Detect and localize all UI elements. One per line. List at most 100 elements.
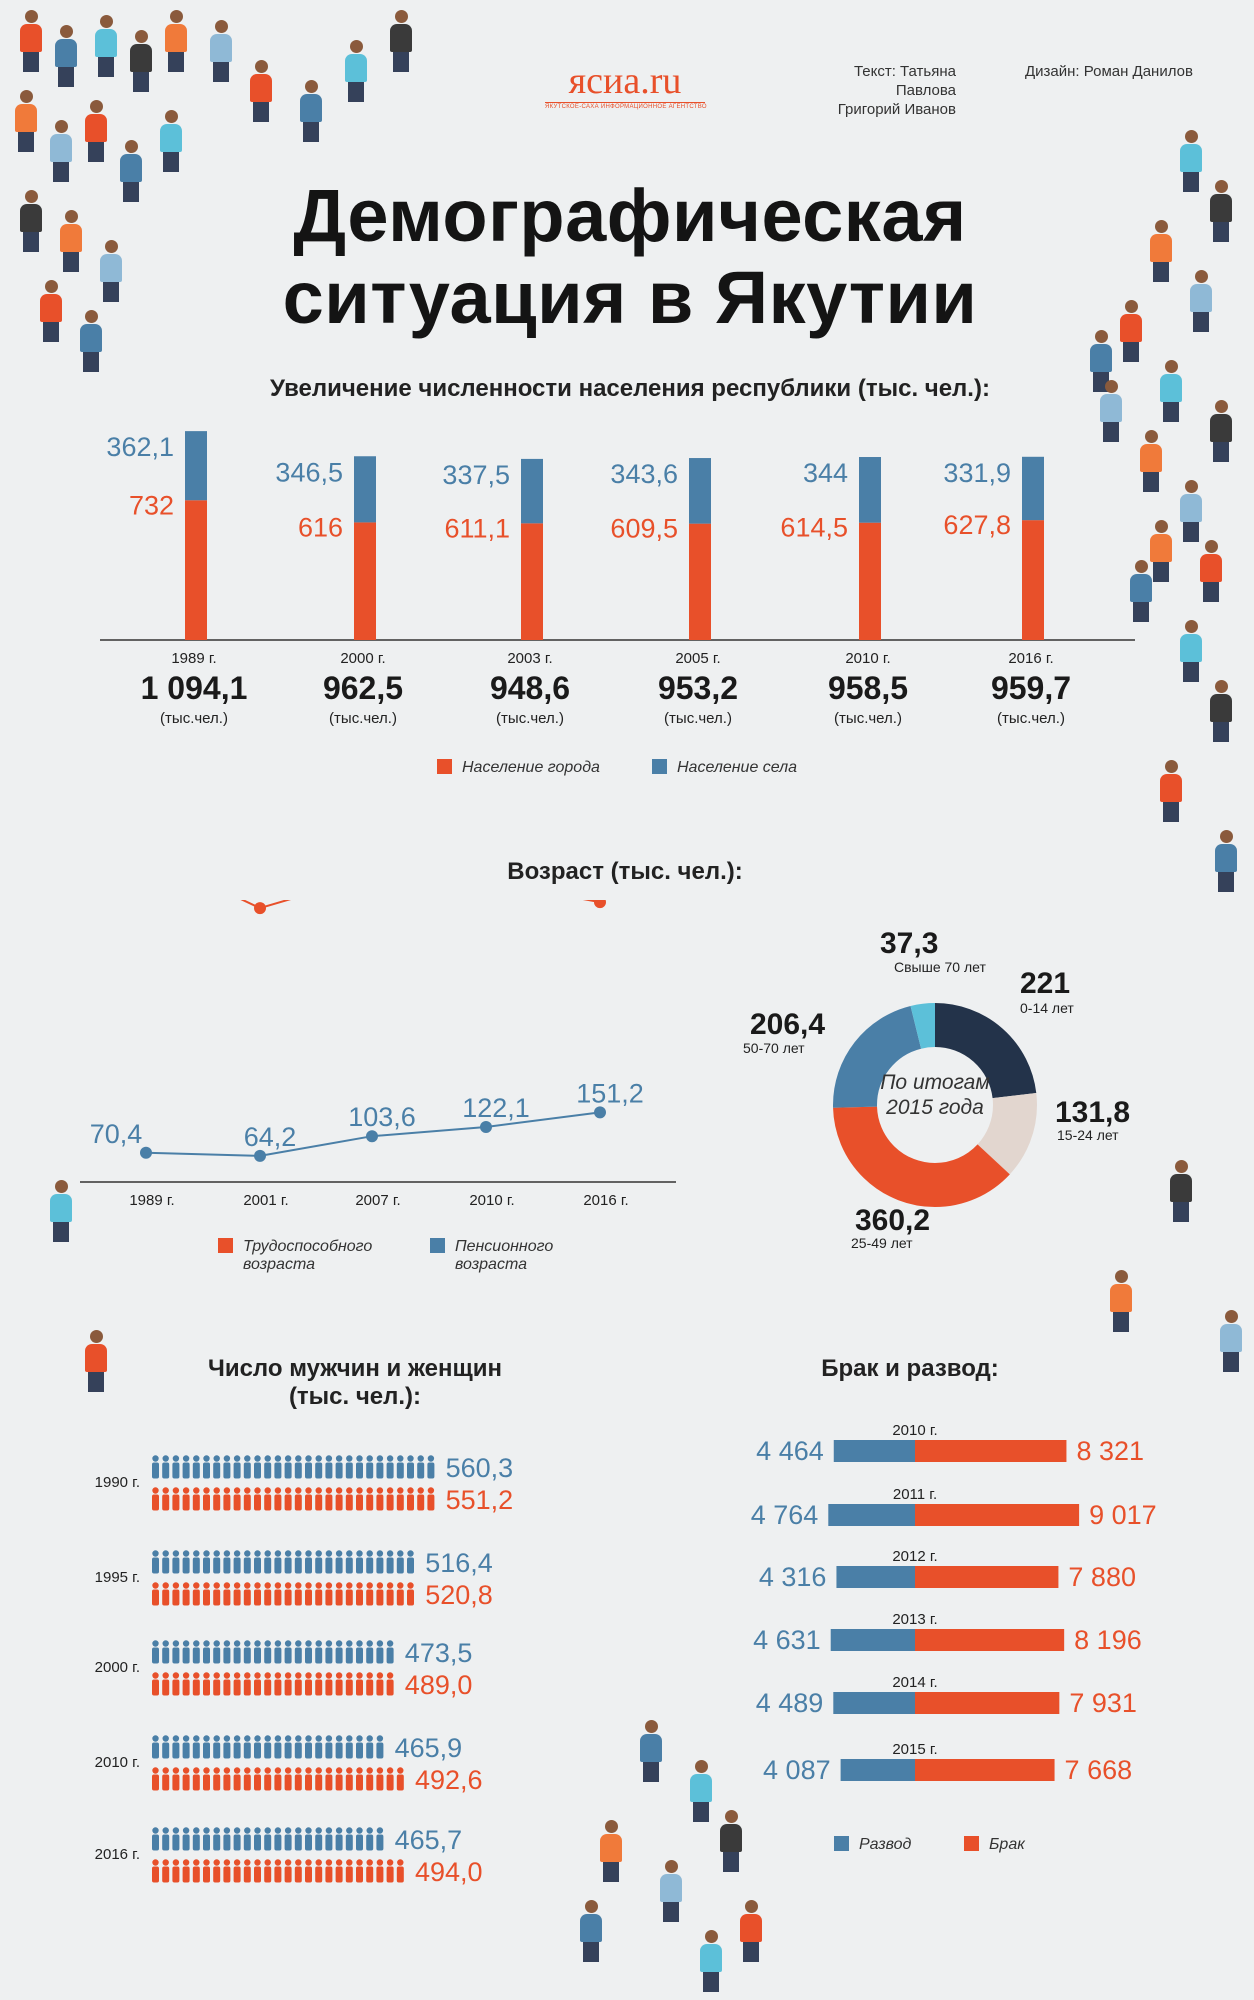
- person-4-0-16-body: [315, 1834, 323, 1851]
- person-0-0-2-head: [172, 1455, 180, 1462]
- crowd-person-legs: [123, 182, 139, 202]
- person-0-1-27-head: [427, 1487, 435, 1494]
- person-1-1-0-body: [152, 1589, 159, 1606]
- legend-marriage-label: Брак: [989, 1836, 1025, 1853]
- person-0-0-8-head: [233, 1455, 241, 1462]
- crowd-person: [1100, 380, 1122, 442]
- person-4-0-18-body: [335, 1834, 343, 1851]
- crowd-person-head: [605, 1820, 618, 1833]
- bar-city-0: [185, 500, 207, 640]
- person-3-1-0-head: [152, 1767, 159, 1774]
- crowd-person: [1180, 620, 1202, 682]
- person-1-1-17-body: [325, 1589, 333, 1606]
- person-4-0-13-head: [284, 1827, 292, 1834]
- crowd-person-legs: [663, 1902, 679, 1922]
- person-3-0-3-head: [182, 1735, 190, 1742]
- age-point-1-1: [254, 1149, 266, 1162]
- legend-pension: Пенсионного возраста: [430, 1238, 575, 1274]
- person-2-0-10-body: [254, 1647, 261, 1664]
- crowd-person-legs: [83, 352, 99, 372]
- person-0-0-23-body: [386, 1462, 394, 1479]
- crowd-person: [100, 240, 122, 302]
- person-0-1-1-body: [162, 1494, 170, 1511]
- person-3-1-9-body: [243, 1774, 251, 1791]
- crowd-person: [660, 1860, 682, 1922]
- person-4-0-17-head: [325, 1827, 333, 1834]
- crowd-person-body: [1120, 314, 1142, 342]
- person-4-1-3-body: [182, 1866, 190, 1883]
- crowd-person: [130, 30, 152, 92]
- person-3-1-23-body: [386, 1774, 394, 1791]
- person-3-0-6-body: [213, 1742, 221, 1759]
- person-0-0-10-body: [254, 1462, 261, 1479]
- person-4-1-23-head: [386, 1859, 394, 1866]
- person-3-0-1-body: [162, 1742, 170, 1759]
- person-0-1-2-head: [172, 1487, 180, 1494]
- population-total-4: 958,5: [828, 670, 908, 706]
- person-0-0-6-head: [213, 1455, 220, 1462]
- divorce-bar-1: [828, 1504, 915, 1526]
- marriage-value-3: 8 196: [1074, 1625, 1142, 1655]
- population-year-2: 2003 г.: [507, 650, 552, 667]
- person-2-0-21-body: [366, 1647, 374, 1664]
- crowd-person-legs: [213, 62, 229, 82]
- person-4-1-18-head: [335, 1859, 343, 1866]
- person-3-1-3-head: [182, 1767, 190, 1774]
- person-3-1-22-head: [376, 1767, 384, 1774]
- person-2-1-9-head: [244, 1672, 251, 1679]
- person-0-1-23-head: [386, 1487, 394, 1494]
- person-1-0-4-head: [193, 1550, 200, 1557]
- person-3-1-8-body: [233, 1774, 241, 1791]
- person-1-1-2-body: [172, 1589, 180, 1606]
- person-2-0-4-body: [192, 1647, 200, 1664]
- person-2-1-22-head: [376, 1672, 384, 1679]
- legend-working: Трудоспособного возраста: [218, 1238, 383, 1274]
- crowd-person-legs: [1203, 582, 1219, 602]
- crowd-person-head: [1105, 380, 1118, 393]
- person-0-1-15-body: [305, 1494, 312, 1511]
- crowd-person-head: [1215, 680, 1228, 693]
- person-4-0-10-head: [254, 1827, 261, 1834]
- legend-pension-label: Пенсионного возраста: [455, 1238, 554, 1273]
- crowd-person-body: [1130, 574, 1152, 602]
- person-1-0-13-head: [284, 1550, 292, 1557]
- person-4-0-2-body: [172, 1834, 180, 1851]
- person-1-0-25-body: [407, 1557, 414, 1574]
- person-2-0-19-head: [346, 1640, 353, 1647]
- person-2-0-22-head: [376, 1640, 384, 1647]
- person-1-0-18-head: [335, 1550, 343, 1557]
- person-1-1-4-body: [192, 1589, 200, 1606]
- crowd-person-legs: [1153, 262, 1169, 282]
- person-2-0-19-body: [345, 1647, 353, 1664]
- person-3-0-15-head: [305, 1735, 312, 1742]
- crowd-person-body: [100, 254, 122, 282]
- person-2-0-8-body: [233, 1647, 241, 1664]
- population-total-0: 1 094,1: [141, 670, 248, 706]
- marriage-bar-3: [915, 1629, 1065, 1651]
- divorce-bar-4: [833, 1692, 915, 1714]
- donut-name-2: 25-49 лет: [851, 1235, 913, 1251]
- bar-city-3: [689, 523, 711, 640]
- logo[interactable]: ясиа.ru ЯКУТСКОЕ-САХА ИНФОРМАЦИОННОЕ АГЕ…: [545, 62, 707, 110]
- crowd-person-body: [600, 1834, 622, 1862]
- person-1-0-4-body: [192, 1557, 200, 1574]
- person-1-1-15-head: [305, 1582, 312, 1589]
- crowd-person-body: [690, 1774, 712, 1802]
- person-1-0-14-body: [294, 1557, 302, 1574]
- page-title-line2: ситуация в Якутии: [282, 256, 978, 339]
- crowd-person: [1190, 270, 1212, 332]
- crowd-person-head: [745, 1900, 758, 1913]
- crowd-person-body: [85, 1344, 107, 1372]
- bar-village-label-2: 337,5: [442, 460, 510, 490]
- person-3-0-0-head: [152, 1735, 159, 1742]
- person-1-1-13-head: [284, 1582, 292, 1589]
- legend-village-swatch: [652, 759, 667, 774]
- donut-value-3: 206,4: [750, 1008, 825, 1041]
- crowd-person-body: [1190, 284, 1212, 312]
- marriage-year-0: 2010 г.: [892, 1422, 937, 1439]
- legend-working-label: Трудоспособного возраста: [243, 1238, 373, 1273]
- person-1-0-14-head: [295, 1550, 302, 1557]
- person-4-1-2-body: [172, 1866, 180, 1883]
- crowd-person-legs: [1113, 1312, 1129, 1332]
- person-1-1-1-body: [162, 1589, 170, 1606]
